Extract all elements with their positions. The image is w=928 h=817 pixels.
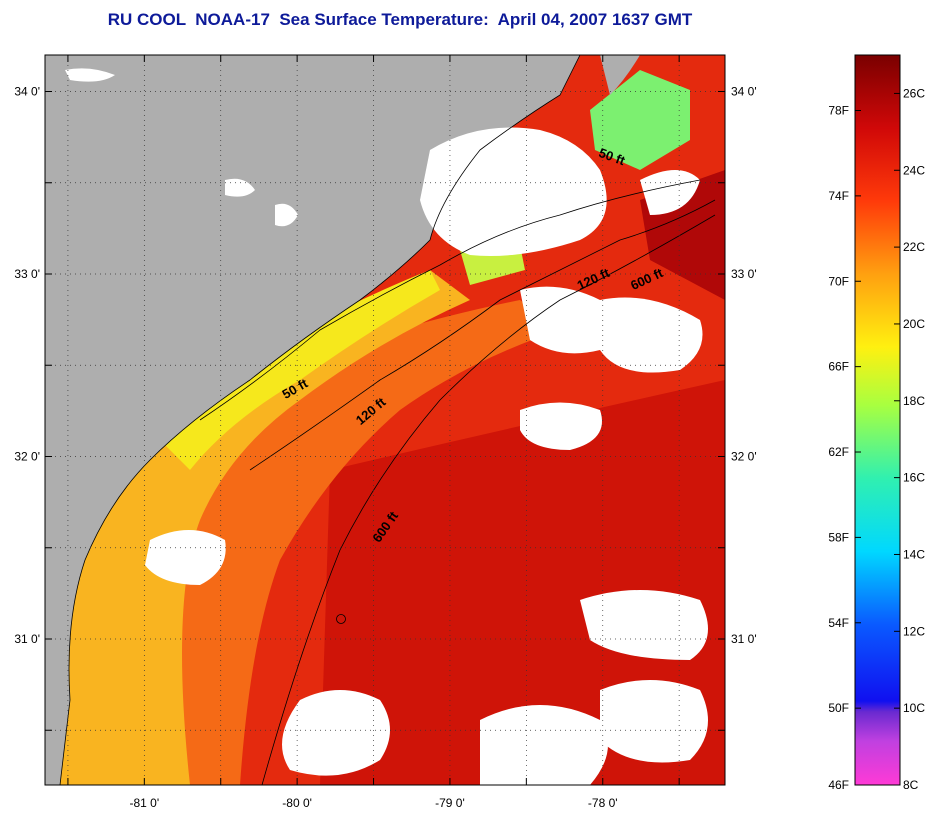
cloud-cover [520, 286, 610, 354]
x-tick-label: -81 0' [129, 796, 159, 810]
colorbar-c-label: 26C [903, 86, 925, 100]
colorbar-f-label: 62F [828, 445, 849, 459]
land-area-north [600, 55, 640, 95]
cloud-cover [420, 127, 607, 256]
colorbar-f-label: 70F [828, 274, 849, 288]
isobath-50ft [199, 179, 701, 421]
isobath-120ft [249, 199, 716, 471]
cloud-cover [640, 170, 700, 215]
colorbar-f-label: 78F [828, 103, 849, 117]
colorbar-gradient [854, 54, 901, 786]
temperature-colorbar: 78F 74F 70F 66F 62F 58F 54F 50F 46F 26C 24C 22C 20C 1… [828, 54, 925, 792]
buoy-marker [336, 614, 346, 624]
y-tick-label-right: 32 0' [731, 450, 757, 464]
colorbar-c-label: 16C [903, 471, 925, 485]
y-tick-label: 34 0' [14, 85, 40, 99]
x-tick-label: -78 0' [588, 796, 618, 810]
colorbar-c-label: 14C [903, 547, 925, 561]
colorbar-c-label: 18C [903, 394, 925, 408]
cloud-cover [275, 203, 298, 227]
y-tick-label: 33 0' [14, 267, 40, 281]
cloud-cover [282, 690, 390, 776]
colorbar-c-label: 20C [903, 317, 925, 331]
colorbar-f-label: 66F [828, 360, 849, 374]
map-title: RU COOL NOAA-17 Sea Surface Temperature:… [107, 10, 693, 29]
colorbar-f-label: 46F [828, 778, 849, 792]
land-area [45, 55, 580, 785]
colorbar-c-label: 8C [903, 778, 919, 792]
x-tick-label: -79 0' [435, 796, 465, 810]
inner-shelf-water [45, 270, 470, 785]
nearshore-cool-water [150, 270, 440, 470]
colorbar-f-label: 50F [828, 701, 849, 715]
y-tick-label: 32 0' [14, 450, 40, 464]
cloud-cover [65, 68, 115, 82]
map-frame [44, 54, 726, 786]
y-tick-label-right: 33 0' [731, 267, 757, 281]
isobath-600ft [261, 214, 716, 785]
cloud-cover [520, 402, 602, 450]
cloud-cover [600, 680, 708, 763]
cloud-cover [580, 590, 708, 660]
cloud-cover [145, 530, 226, 585]
cloud-cover [600, 297, 703, 373]
colorbar-f-label: 54F [828, 616, 849, 630]
colorbar-c-label: 24C [903, 163, 925, 177]
cloud-cover [225, 178, 255, 197]
y-tick-label-right: 34 0' [731, 85, 757, 99]
cloud-cover [480, 705, 608, 785]
colorbar-c-label: 22C [903, 240, 925, 254]
x-tick-label: -80 0' [282, 796, 312, 810]
colorbar-f-label: 74F [828, 189, 849, 203]
colorbar-c-label: 12C [903, 624, 925, 638]
y-tick-label: 31 0' [14, 632, 40, 646]
y-tick-label-right: 31 0' [731, 632, 757, 646]
colorbar-f-label: 58F [828, 530, 849, 544]
map-grid [45, 55, 725, 785]
colorbar-c-label: 10C [903, 701, 925, 715]
cool-nearshore-patch [590, 70, 690, 170]
map-axis-ticks: -81 0' -80 0' -79 0' -78 0' 34 0' 34 0' 33 0' 3… [14, 55, 757, 810]
